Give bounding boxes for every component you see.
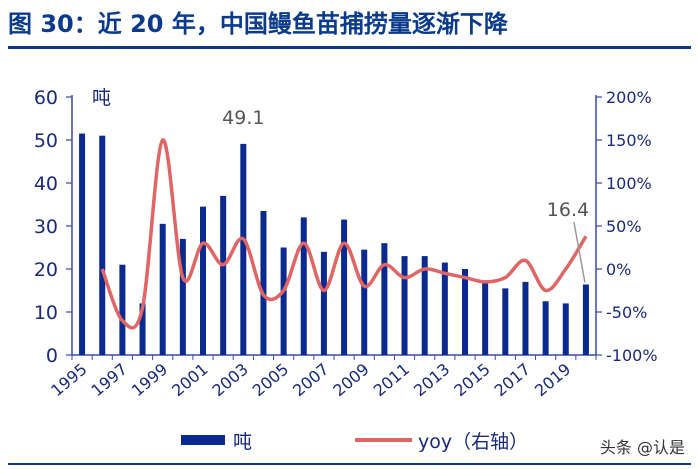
bar-1998 [139, 303, 146, 355]
title-divider [8, 46, 691, 49]
left-tick-label: 20 [34, 259, 58, 281]
x-tick-label: 2009 [329, 360, 372, 401]
right-tick-label: 150% [606, 131, 652, 150]
x-tick-label: 2001 [168, 360, 211, 401]
x-tick-label: 2015 [450, 360, 493, 401]
bar-2008 [341, 219, 348, 355]
right-tick-label: -50% [606, 303, 647, 322]
x-tick-label: 2017 [491, 360, 534, 401]
bar-2002 [220, 195, 227, 355]
x-tick-label: 2007 [289, 360, 332, 401]
legend-bar-label: 吨 [233, 431, 252, 453]
bar-2014 [462, 269, 468, 355]
bar-1999 [159, 223, 166, 355]
left-tick-label: 10 [34, 302, 58, 324]
bar-1997 [119, 264, 126, 355]
bar-1996 [99, 135, 106, 355]
bar-2000 [179, 238, 186, 355]
right-tick-label: -100% [606, 346, 658, 365]
bar-2019 [562, 303, 569, 355]
data-label-leader [573, 221, 586, 283]
data-label-2003: 49.1 [222, 107, 264, 129]
bar-2001 [200, 206, 206, 355]
bar-2009 [361, 249, 368, 355]
bar-2013 [441, 262, 448, 355]
bar-2007 [320, 251, 327, 355]
x-tick-label: 1997 [88, 360, 131, 401]
left-tick-label: 0 [46, 345, 58, 367]
x-tick-label: 2019 [531, 360, 574, 401]
bar-2018 [542, 301, 549, 355]
bar-2010 [381, 243, 388, 355]
bar-2004 [260, 210, 267, 355]
bar-2012 [421, 256, 428, 355]
right-tick-label: 200% [606, 88, 652, 107]
left-axis-unit: 吨 [92, 87, 111, 109]
bottom-divider [8, 463, 691, 465]
right-tick-label: 100% [606, 174, 652, 193]
x-tick-label: 2011 [370, 360, 413, 401]
bar-1995 [79, 133, 86, 355]
bar-2003 [240, 143, 247, 355]
left-tick-label: 60 [34, 87, 58, 109]
bar-2016 [502, 288, 509, 355]
left-tick-label: 50 [34, 130, 58, 152]
left-tick-label: 40 [34, 173, 58, 195]
bar-2011 [401, 256, 408, 355]
chart-title: 图 30：近 20 年，中国鳗鱼苗捕捞量逐渐下降 [8, 10, 508, 38]
left-tick-label: 30 [34, 216, 58, 238]
legend-bar-swatch [181, 435, 225, 445]
bar-2005 [280, 247, 287, 355]
yoy-line [100, 138, 588, 330]
bar-2015 [482, 281, 489, 355]
x-tick-label: 2005 [249, 360, 292, 401]
data-label-2020: 16.4 [547, 199, 589, 221]
bar-2020 [582, 284, 589, 355]
x-tick-label: 2013 [410, 360, 453, 401]
right-tick-label: 50% [606, 217, 642, 236]
x-tick-label: 2003 [208, 360, 251, 401]
watermark: 头条 @认是 [599, 438, 685, 457]
legend-line-label: yoy（右轴） [418, 431, 528, 453]
bar-2006 [300, 217, 307, 355]
x-tick-label: 1999 [128, 360, 171, 401]
bar-2017 [522, 281, 529, 355]
right-tick-label: 0% [606, 260, 631, 279]
